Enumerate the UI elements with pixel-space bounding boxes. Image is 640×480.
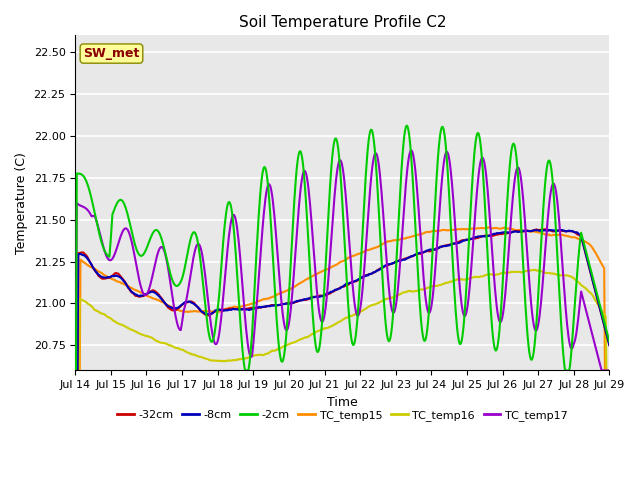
- Legend: -32cm, -8cm, -2cm, TC_temp15, TC_temp16, TC_temp17: -32cm, -8cm, -2cm, TC_temp15, TC_temp16,…: [113, 406, 572, 425]
- Y-axis label: Temperature (C): Temperature (C): [15, 152, 28, 254]
- Title: Soil Temperature Profile C2: Soil Temperature Profile C2: [239, 15, 446, 30]
- Text: SW_met: SW_met: [83, 47, 140, 60]
- X-axis label: Time: Time: [327, 396, 358, 408]
